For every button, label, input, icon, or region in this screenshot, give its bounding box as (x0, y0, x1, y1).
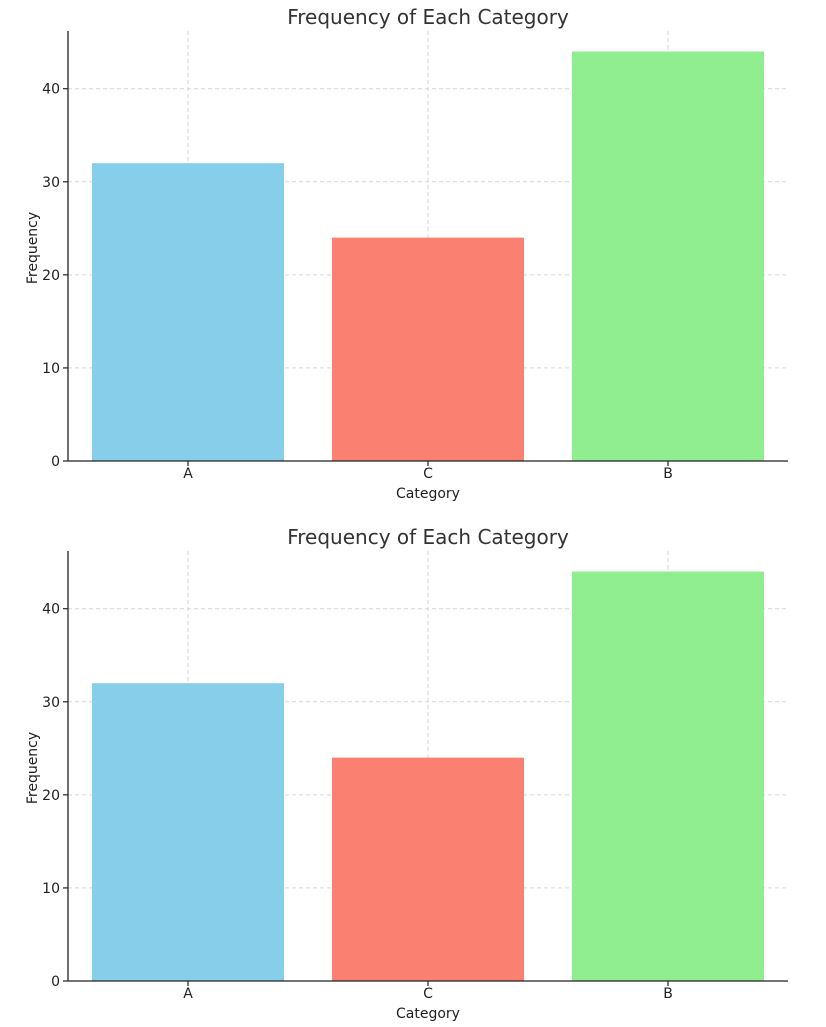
y-tick-label: 20 (42, 788, 60, 804)
axes: 0 10 20 30 40 A C B (42, 31, 788, 482)
y-tick-label: 0 (51, 974, 60, 990)
bar-b (572, 571, 764, 981)
x-tick-label: B (663, 466, 673, 482)
x-axis-label: Category (396, 1006, 460, 1022)
y-tick-label: 0 (51, 454, 60, 470)
bar-c (332, 757, 524, 981)
axes: 0 10 20 30 40 A C B (42, 551, 788, 1002)
x-tick-label: C (423, 466, 433, 482)
y-tick-label: 30 (42, 175, 60, 191)
chart-1: Frequency of Each Category Category Freq… (25, 5, 788, 502)
y-axis-label: Frequency (25, 732, 41, 804)
x-tick-label: A (183, 986, 193, 1002)
y-tick-label: 40 (42, 602, 60, 618)
bar-a (92, 163, 284, 462)
x-tick-label: C (423, 986, 433, 1002)
bar-b (572, 51, 764, 461)
x-tick-label: A (183, 466, 193, 482)
y-tick-label: 10 (42, 361, 60, 377)
chart-title: Frequency of Each Category (287, 525, 569, 549)
y-tick-label: 10 (42, 881, 60, 897)
bar-c (332, 237, 524, 461)
bar-a (92, 683, 284, 981)
bars (92, 571, 764, 981)
x-tick-label: B (663, 986, 673, 1002)
chart-title: Frequency of Each Category (287, 5, 569, 29)
bars (92, 51, 764, 462)
y-tick-label: 30 (42, 695, 60, 711)
x-axis-label: Category (396, 486, 460, 502)
y-tick-label: 20 (42, 268, 60, 284)
chart-2: Frequency of Each Category Category Freq… (25, 525, 788, 1022)
y-axis-label: Frequency (25, 212, 41, 284)
y-tick-label: 40 (42, 82, 60, 98)
